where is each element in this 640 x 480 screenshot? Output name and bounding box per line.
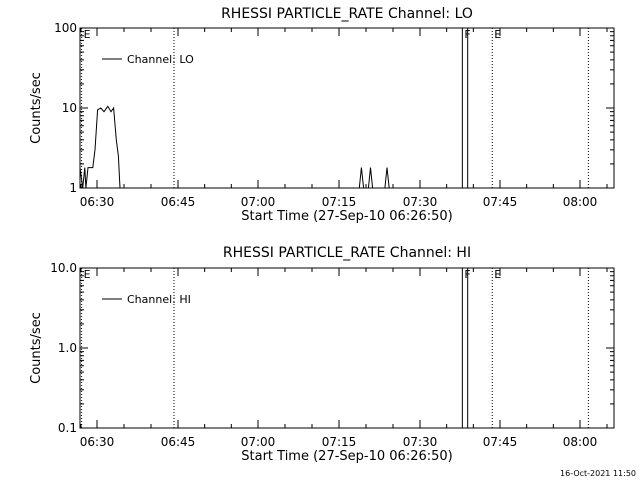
- chart-title: RHESSI PARTICLE_RATE Channel: LO: [221, 6, 473, 22]
- event-marker-label: E: [84, 28, 91, 41]
- event-marker-label: E: [84, 268, 91, 281]
- legend-entry: Channel: HI: [127, 293, 191, 306]
- series-line-1: [79, 105, 614, 189]
- y-axis-label: Counts/sec: [29, 72, 44, 144]
- x-axis-label: Start Time (27-Sep-10 06:26:50): [241, 449, 452, 464]
- x-tick-label: 07:30: [403, 195, 438, 209]
- chart-panel-2: RHESSI PARTICLE_RATE Channel: HI 06:30 06:…: [29, 245, 615, 464]
- chart-title: RHESSI PARTICLE_RATE Channel: HI: [223, 245, 471, 261]
- legend-entry: Channel: LO: [127, 53, 194, 66]
- footer-timestamp: 16-Oct-2021 11:50: [560, 469, 636, 478]
- x-tick-label: 06:30: [80, 435, 115, 449]
- x-tick-label: 06:30: [80, 195, 115, 209]
- y-axis-label: Counts/sec: [29, 312, 44, 384]
- event-marker-label: E: [494, 268, 501, 281]
- x-tick-label: 06:45: [161, 435, 196, 449]
- x-tick-label: 07:45: [483, 435, 518, 449]
- x-tick-label: 07:30: [403, 435, 438, 449]
- x-tick-label: 07:45: [483, 195, 518, 209]
- x-tick-label: 08:00: [563, 195, 598, 209]
- chart-panel-1: RHESSI PARTICLE_RATE Channel: LO 06:30 06:…: [29, 6, 615, 224]
- x-axis-label: Start Time (27-Sep-10 06:26:50): [241, 209, 452, 224]
- x-tick-label: 07:15: [322, 195, 357, 209]
- y-tick-label: 10: [62, 101, 77, 115]
- x-tick-label: 08:00: [563, 435, 598, 449]
- x-tick-label: 07:00: [241, 435, 276, 449]
- x-tick-label: 06:45: [161, 195, 196, 209]
- event-marker-label: E: [494, 28, 501, 41]
- x-tick-label: 07:00: [241, 195, 276, 209]
- x-tick-label: 07:15: [322, 435, 357, 449]
- y-tick-label: 100: [54, 21, 77, 35]
- y-tick-label: 1.0: [58, 341, 77, 355]
- y-tick-label: 0.1: [58, 421, 77, 435]
- y-tick-label: 10.0: [50, 261, 77, 275]
- y-tick-label: 1: [69, 181, 77, 195]
